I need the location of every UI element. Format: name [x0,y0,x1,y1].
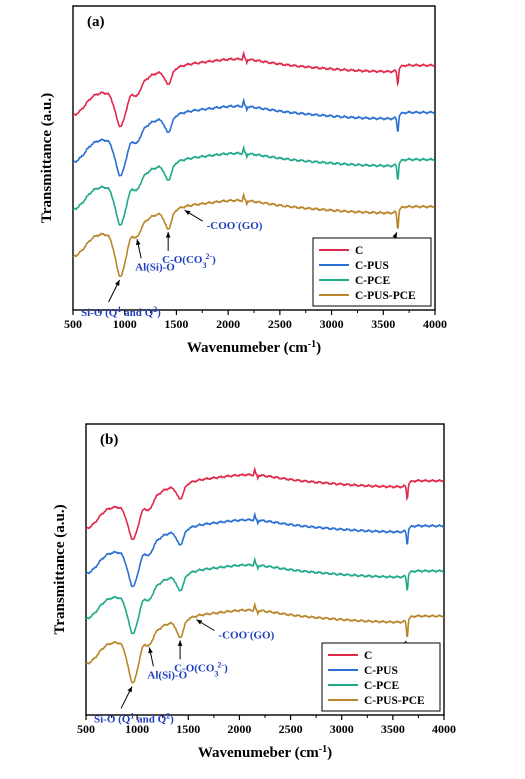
series-line-c-pus-pce [72,191,436,277]
series-line-c-pce [72,144,436,226]
legend-label: C-PUS-PCE [355,290,416,302]
y-axis-label: Transmittance (a.u.) [52,504,68,634]
x-tick-label: 2000 [227,722,251,736]
annotation-arrowhead [196,619,203,625]
x-tick-label: 4000 [423,317,447,331]
annotation-arrowhead [127,686,133,693]
x-tick-label: 3000 [330,722,354,736]
series-line-c-pus-pce [85,601,445,684]
x-axis-label: Wavenumeber (cm-1) [187,339,321,357]
x-tick-label: 500 [64,317,82,331]
annotation-al-si-o: Al(Si)-O [147,669,187,681]
x-tick-label: 3000 [320,317,344,331]
annotation-arrowhead [392,232,397,239]
x-tick-label: 1000 [113,317,137,331]
x-tick-label: 3500 [371,317,395,331]
x-tick-label: 2500 [268,317,292,331]
annotation-al-si-o: Al(Si)-O [135,261,175,273]
series-line-c-pus [72,97,436,177]
legend-label: C [364,650,372,662]
chart-panel-b: 500 1000 1500 2000 2500 3000 3500 4000 Wavenumeb… [52,423,456,762]
annotation-arrowhead [184,210,191,216]
series-line-c-pce [85,556,445,635]
x-axis-label: Wavenumeber (cm-1) [198,744,332,762]
y-axis-label: Transmittance (a.u.) [39,93,55,223]
legend-label: C-PUS-PCE [364,695,425,707]
legend-label: C-PUS [364,665,398,677]
x-tick-label: 1500 [164,317,188,331]
annotation-si-o: Si-O (Q1 and Q2) [81,304,161,319]
x-tick-label: 2000 [216,317,240,331]
annotation-arrowhead [177,640,183,646]
chart-panel-a: 500 1000 1500 2000 2500 3000 3500 4000 Wavenumeb… [39,5,447,357]
series-line-c [85,466,445,541]
panel-label: (a) [87,14,105,30]
legend-label: C-PCE [355,275,390,287]
x-tick-label: 4000 [432,722,456,736]
x-tick-label: 3500 [381,722,405,736]
legend-label: C-PCE [364,680,399,692]
annotation-c-o: C-O(CO32-) [162,251,216,269]
annotation-si-o: Si-O (Q1 and Q2) [94,711,174,726]
annotation-coo-go: -COO-(GO) [207,218,263,233]
annotation-c-o: C-O(CO32-) [174,660,228,678]
annotation-coo-go: -COO-(GO) [218,627,274,642]
series-line-c-pus [85,511,445,588]
legend-label: C [355,245,363,257]
x-tick-label: 1000 [125,722,149,736]
annotation-arrowhead [148,647,153,654]
annotation-arrowhead [165,231,171,238]
x-tick-label: 2500 [279,722,303,736]
legend-label: C-PUS [355,260,389,272]
panel-label: (b) [100,432,118,448]
annotation-arrowhead [135,239,141,246]
annotation-arrowhead [115,279,120,286]
x-tick-label: 1500 [176,722,200,736]
x-tick-label: 500 [77,722,95,736]
series-line-c [72,50,436,128]
